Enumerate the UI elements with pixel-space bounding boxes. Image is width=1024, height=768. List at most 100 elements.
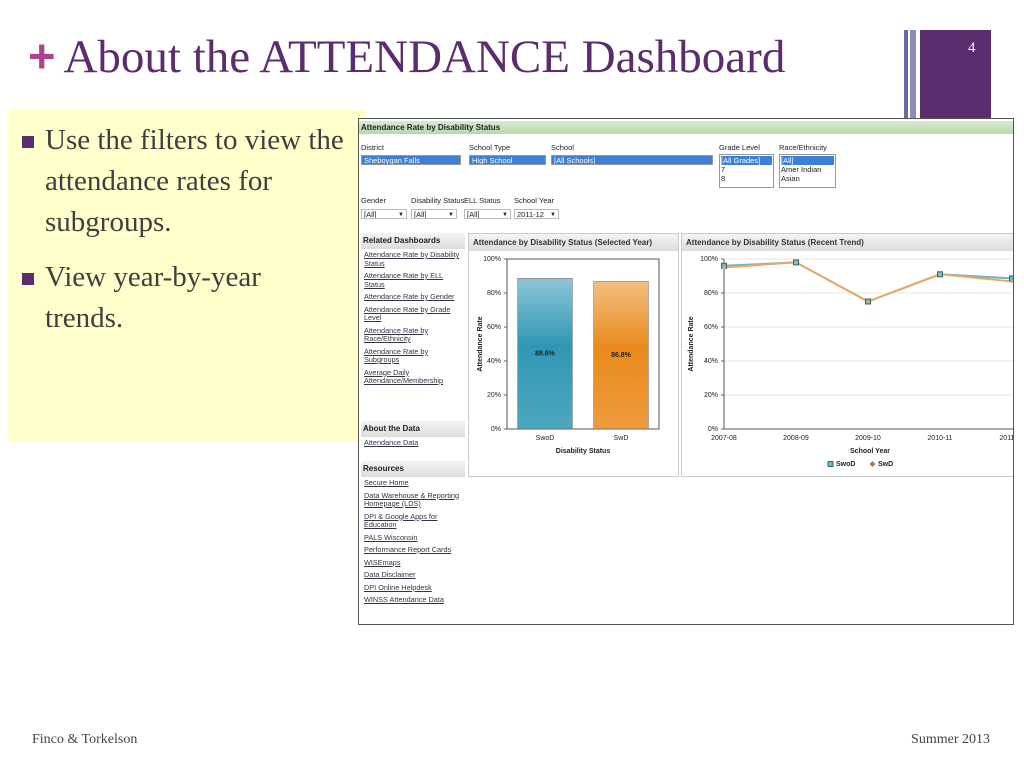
y-tick-label: 60% [487,324,501,331]
dashboard-screenshot: Attendance Rate by Disability Status Rel… [358,118,1014,625]
about-panel: About the Data Attendance Data [361,421,465,452]
section-header: Resources [361,461,465,477]
series-line [723,261,1013,303]
bullet-list: Use the filters to view the attendance r… [8,110,365,339]
sidebar-link[interactable]: Attendance Rate by Disability Status [364,250,460,268]
decor-line [904,30,908,118]
bullet: View year-by-year trends. [8,257,345,339]
legend-swatch [869,461,876,467]
filter-list[interactable]: [All Grades] 7 8 [719,154,774,188]
x-tick-label: SwD [614,435,629,442]
filter-option[interactable]: 7 [721,165,726,174]
filter-label: Gender [361,196,387,205]
point-marker [794,260,798,264]
chart: Attendance Rate 0% 20% 40% 60% 80% 100% Disabil… [477,256,660,455]
decor-block [920,30,991,118]
resources-panel: Resources Secure Home Data Warehouse & Rep… [361,461,465,609]
sidebar-link[interactable]: Performance Report Cards [364,545,452,554]
plot-frame [506,258,660,430]
bullet-text: Use the filters to view the attendance r… [45,124,344,238]
title-text: About the ATTENDANCE Dashboard [63,31,786,83]
related-panel: Related Dashboards Attendance Rate by Dis… [361,233,465,390]
bar-panel: Attendance by Disability Status (Selecte… [468,233,679,477]
filter-option[interactable]: 8 [721,174,726,183]
sidebar-link[interactable]: Attendance Rate by Race/Ethnicity [364,325,429,343]
sidebar-link[interactable]: WISEmaps [364,557,401,567]
dropdown-arrow: ▼ [448,212,454,218]
dropdown-value[interactable]: [All] [364,210,377,219]
sidebar-link[interactable]: DPI Online Helpdesk [364,582,432,592]
x-tick-label: 2008-09 [783,435,809,442]
filter-option[interactable]: Amer Indian [781,165,822,174]
filter-label: District [361,143,384,152]
dropdown-arrow: ▼ [398,212,404,218]
value-label: 86.8% [611,352,632,359]
sidebar-link[interactable]: Attendance Rate by ELL Status [364,271,444,289]
legend-label: SwD [878,461,893,468]
y-tick-label: 100% [700,256,718,263]
bullet: Use the filters to view the attendance r… [8,120,345,243]
filter-option[interactable]: Asian [781,174,800,183]
y-tick-label: 60% [704,324,718,331]
filter-dropdown[interactable]: [All] ▼ [361,209,407,219]
filter-dropdown[interactable]: [All] ▼ [411,209,457,219]
y-tick-label: 0% [491,426,501,433]
y-tick-label: 40% [704,358,718,365]
filter-dropdown[interactable]: Sheboygan Falls [361,155,461,165]
y-axis-title: Attendance Rate [477,316,484,371]
sidebar-link[interactable]: Secure Home [364,478,409,487]
y-tick-label: 100% [483,256,501,263]
filter-option[interactable]: [All Grades] [721,156,772,165]
filter-option[interactable]: [All] [781,156,834,165]
x-axis-title: Disability Status [556,448,611,455]
bullet-text: View year-by-year trends. [45,261,261,334]
sidebar-link[interactable]: Attendance Rate by Gender [364,292,455,301]
dropdown-value[interactable]: [All] [414,210,427,219]
sidebar-link[interactable]: Data Disclaimer [364,570,416,579]
legend-label: SwoD [836,461,855,468]
chart: Attendance Rate 0% 20% 40% 60% 80% 100% School … [688,256,1014,468]
point-marker [722,266,726,269]
sidebar-link[interactable]: Data Warehouse & Reporting Homepage (LDS… [364,490,460,508]
sidebar-link[interactable]: Average Daily Attendance/Membership [364,367,444,385]
sidebar-link[interactable]: Attendance Data [364,438,419,447]
line-panel: Attendance by Disability Status (Recent … [681,233,1014,477]
value-label: 88.6% [535,351,556,358]
bullet-marker [22,136,34,148]
dropdown-arrow: ▼ [550,212,556,218]
legend-swatch [827,461,834,467]
filter-label: School Year [514,196,555,205]
filter-dropdown[interactable]: High School [469,155,546,165]
panel-title: Attendance by Disability Status (Recent … [682,234,1013,251]
filter-dropdown[interactable]: [All] ▼ [464,209,511,219]
point-marker [1010,279,1013,283]
footer-right: Summer 2013 [911,732,990,747]
section-header: Related Dashboards [361,233,465,249]
filter-dropdown[interactable]: [All Schools] [551,155,713,165]
y-axis-title: Attendance Rate [688,316,695,371]
sidebar-link[interactable]: Attendance Rate by Subgroups [364,346,429,364]
slide-title: + About the ATTENDANCE Dashboard [28,28,785,84]
x-axis-title: School Year [850,448,890,455]
series-line [723,261,1013,303]
decor-line [910,30,916,118]
x-tick-label: 2011-12 [999,435,1014,442]
plus-icon: + [28,29,56,82]
page-number: 4 [968,40,976,56]
point-marker [866,300,870,303]
sidebar-link[interactable]: DPI & Google Apps for Education [364,511,438,529]
dropdown-value[interactable]: [All] [467,210,480,219]
filter-label: School Type [469,143,511,152]
sidebar-link[interactable]: WINSS Attendance Data [364,595,444,604]
filter-label: Grade Level [719,143,760,152]
sidebar-link[interactable]: Attendance Rate by Grade Level [364,304,451,322]
filter-list[interactable]: [All] Amer Indian Asian [779,154,836,188]
sidebar-link[interactable]: PALS Wisconsin [364,532,418,542]
x-tick-label: 2007-08 [711,435,737,442]
dropdown-value[interactable]: 2011-12 [517,210,544,219]
dashboard-header: Attendance Rate by Disability Status [359,121,1013,134]
y-tick-label: 80% [704,290,718,297]
filter-label: Race/Ethnicity [779,143,827,152]
filter-dropdown[interactable]: 2011-12 ▼ [514,209,559,219]
section-header: About the Data [361,421,465,437]
